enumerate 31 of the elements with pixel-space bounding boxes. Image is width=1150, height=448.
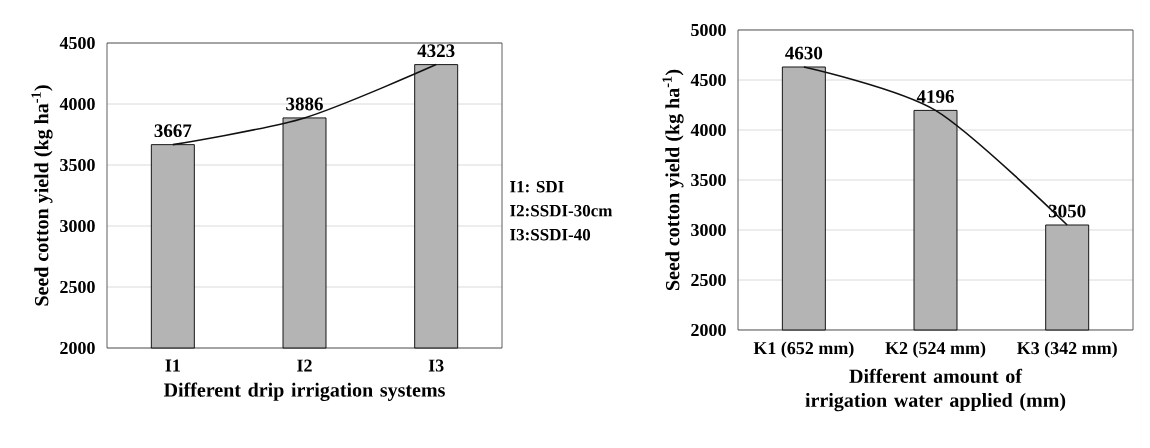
text: I2:SSDI-30cm [510, 204, 613, 217]
data-label: 4196 [916, 90, 954, 103]
data-label: 4323 [417, 44, 455, 58]
y-tick-label: 4500 [690, 73, 726, 87]
x-tick-label: I3 [428, 359, 444, 372]
y-tick-label: 4000 [59, 97, 95, 111]
y-tick-label: 3500 [691, 173, 726, 187]
x-axis-title: Different drip irrigation systems [163, 382, 445, 401]
y-axis-title: Seed cotton yield (kg ha$^{-1}$) [31, 85, 53, 306]
y-tick-label: 2500 [60, 280, 95, 294]
data-label: 3667 [154, 124, 192, 138]
y-tick-label: 5000 [691, 23, 726, 37]
text: I3:SSDI-40 [510, 228, 591, 241]
y-tick-label: 4500 [59, 36, 95, 50]
y-tick-label: 4000 [690, 123, 726, 137]
y-tick-label: 2000 [691, 323, 726, 337]
y-tick-label: 3000 [691, 223, 726, 237]
x-tick-label: I2 [297, 359, 312, 372]
y-tick-label: 3000 [60, 219, 95, 233]
x-tick-label: I1 [165, 359, 180, 372]
data-label: 4630 [785, 46, 823, 60]
y-tick-label: 3500 [60, 158, 95, 172]
x-tick-label: K3 (342 mm) [1017, 341, 1117, 358]
y-axis-title: Seed cotton yield (kg ha$^{-1}$) [662, 69, 684, 291]
y-tick-label: 2500 [691, 273, 726, 287]
data-label: 3886 [286, 97, 323, 111]
x-axis-title: Different amount of irrigation water applied (mm) [805, 368, 1066, 412]
x-tick-label: K1 (652 mm) [753, 341, 854, 358]
y-tick-label: 2000 [60, 341, 95, 355]
text: I1: SDI [510, 181, 564, 193]
x-tick-label: K2 (524 mm) [885, 341, 986, 358]
